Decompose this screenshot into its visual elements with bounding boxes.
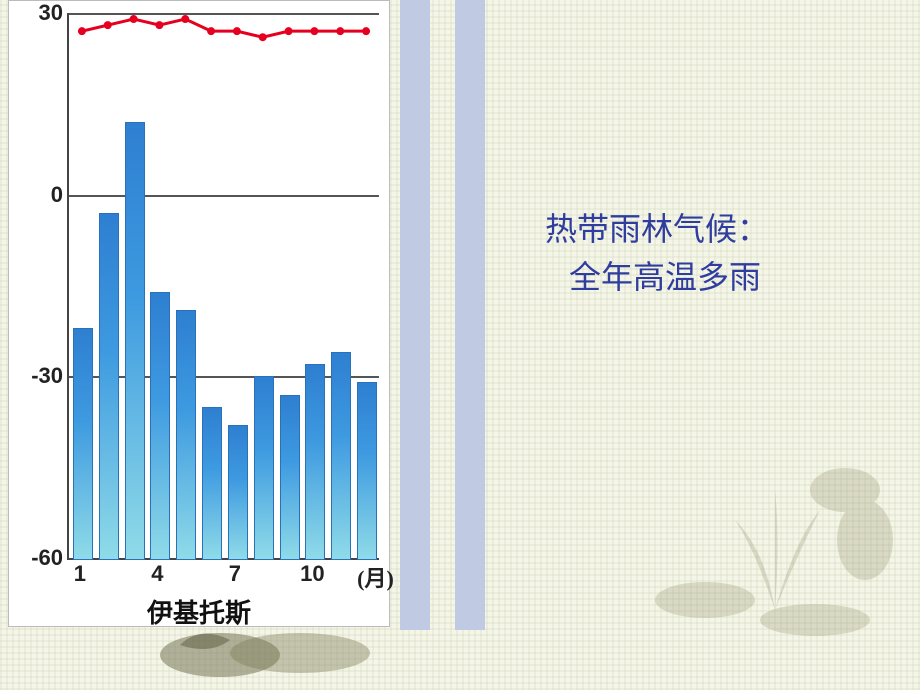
y-tick-label: 30 bbox=[39, 0, 63, 26]
precip-bar bbox=[305, 364, 323, 558]
climate-title: 热带雨林气候： 全年高温多雨 bbox=[545, 205, 769, 301]
y-tick-label: -30 bbox=[31, 363, 63, 389]
precip-bar bbox=[331, 352, 349, 558]
x-tick-label: 10 bbox=[300, 561, 324, 587]
title-line2: 全年高温多雨 bbox=[545, 253, 769, 301]
precip-bar bbox=[254, 376, 272, 558]
precip-bar bbox=[99, 213, 117, 558]
precip-bar bbox=[150, 292, 168, 558]
precip-bar bbox=[357, 382, 375, 558]
x-tick-label: 4 bbox=[151, 561, 163, 587]
divider-strip-left bbox=[400, 0, 430, 630]
x-tick-label: 1 bbox=[74, 561, 86, 587]
gridline bbox=[69, 13, 379, 15]
precip-bar bbox=[125, 122, 143, 558]
x-tick-label: 7 bbox=[229, 561, 241, 587]
precip-bar bbox=[73, 328, 91, 558]
gridline bbox=[69, 195, 379, 197]
divider-strip-right bbox=[455, 0, 485, 630]
precip-bar bbox=[228, 425, 246, 558]
precip-bar bbox=[280, 395, 298, 559]
climate-chart: 伊基托斯 300-30-6014710(月) bbox=[8, 0, 390, 627]
y-tick-label: -60 bbox=[31, 545, 63, 571]
decor-shadow bbox=[150, 615, 390, 685]
precip-bar bbox=[202, 407, 220, 558]
y-tick-label: 0 bbox=[51, 182, 63, 208]
plot-area bbox=[67, 13, 379, 560]
precip-bar bbox=[176, 310, 194, 558]
x-axis-unit: (月) bbox=[357, 561, 394, 593]
title-line1: 热带雨林气候： bbox=[545, 205, 769, 253]
